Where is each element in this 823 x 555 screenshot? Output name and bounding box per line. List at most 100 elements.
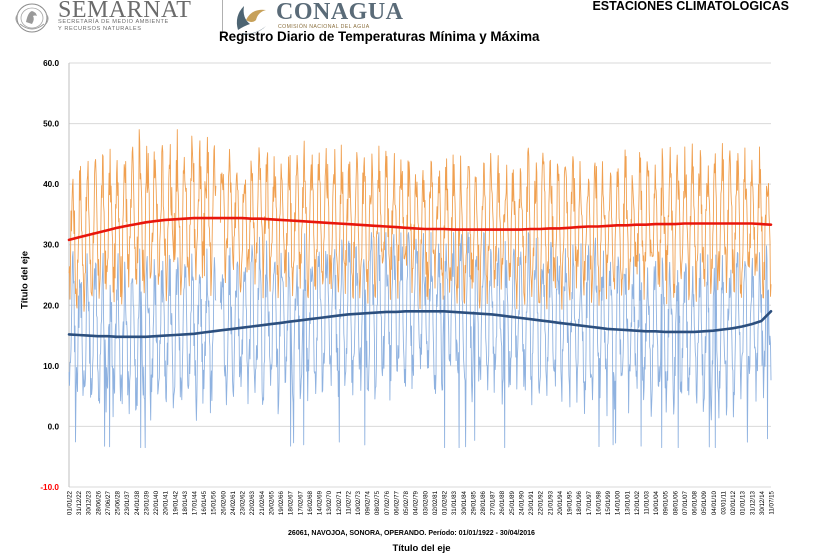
x-tick-label: 28/01/86 (480, 490, 487, 515)
x-tick-label: 27/01/87 (490, 490, 497, 515)
x-tick-label: 11/07/15 (769, 490, 776, 514)
x-tick-label: 14/02/69 (317, 490, 324, 515)
x-tick-label: 31/01/83 (451, 490, 458, 515)
trend-lines (67, 216, 773, 339)
x-axis-ticks: 01/01/22 31/12/22 30/12/23 28/06/26 27/06/27… (67, 490, 776, 515)
x-tick-label: 03/02/80 (422, 490, 429, 515)
x-tick-label: 18/02/67 (288, 490, 295, 515)
x-tick-label: 05/01/09 (701, 490, 708, 515)
y-tick-label: 20.0 (43, 301, 59, 310)
x-tick-label: 15/01/56 (211, 490, 218, 515)
x-tick-label: 30/01/84 (461, 490, 468, 515)
x-tick-label: 01/01/13 (740, 490, 747, 515)
x-tick-label: 02/02/81 (432, 490, 439, 515)
x-tick-label: 04/02/79 (413, 490, 420, 515)
x-tick-label: 29/01/85 (470, 490, 477, 515)
x-tick-label: 24/01/38 (134, 490, 141, 515)
x-tick-label: 08/02/75 (374, 490, 381, 515)
x-tick-label: 15/01/99 (605, 490, 612, 515)
y-axis-ticks: -10.0 0.0 10.0 20.0 30.0 40.0 50.0 60.0 (40, 59, 59, 492)
y-tick-label: 10.0 (43, 362, 59, 371)
x-tick-label: 11/01/03 (644, 490, 651, 514)
x-tick-label: 27/06/27 (105, 490, 112, 515)
x-tick-label: 09/01/05 (663, 490, 670, 515)
x-tick-label: 03/01/11 (720, 490, 727, 514)
x-tick-label: 06/02/77 (394, 490, 401, 515)
x-tick-label: 16/02/68 (307, 490, 314, 515)
semarnat-subtitle-line1: SECRETARÍA DE MEDIO AMBIENTE (58, 19, 169, 25)
x-tick-label: 23/01/91 (528, 490, 535, 515)
x-tick-label: 28/06/26 (95, 490, 102, 515)
x-tick-label: 22/01/40 (153, 490, 160, 515)
x-tick-label: 09/02/74 (365, 490, 372, 515)
x-tick-label: 11/02/72 (345, 490, 352, 514)
x-tick-label: 12/01/02 (634, 490, 641, 515)
x-tick-label: 08/01/06 (672, 490, 679, 515)
x-tick-label: 30/12/14 (759, 490, 766, 515)
x-tick-label: 19/01/95 (567, 490, 574, 515)
x-tick-label: 18/01/43 (182, 490, 189, 515)
x-tick-label: 24/02/61 (230, 490, 237, 515)
conagua-logo-text: CONAGUA (276, 0, 404, 25)
x-tick-label: 24/01/90 (519, 490, 526, 515)
daily-min-series (68, 232, 772, 449)
x-tick-label: 14/01/00 (615, 490, 622, 515)
y-tick-label: 0.0 (48, 422, 60, 431)
x-tick-label: 17/01/44 (192, 490, 199, 515)
mexico-seal-icon (15, 3, 49, 33)
x-tick-label: 19/02/66 (278, 490, 285, 515)
conagua-logo-icon (236, 6, 266, 35)
x-tick-label: 06/01/08 (692, 490, 699, 515)
x-tick-label: 05/02/78 (403, 490, 410, 515)
y-tick-label: 30.0 (43, 241, 59, 250)
x-tick-label: 26/01/88 (499, 490, 506, 515)
x-tick-label: 25/06/28 (115, 490, 122, 515)
semarnat-subtitle-line2: Y RECURSOS NATURALES (58, 26, 142, 32)
min-trend-line (67, 310, 773, 339)
header: SEMARNAT SECRETARÍA DE MEDIO AMBIENTE Y … (0, 0, 823, 60)
logo-divider (222, 0, 223, 34)
max-trend-line (67, 216, 773, 242)
x-tick-label: 02/01/12 (730, 490, 737, 515)
x-tick-label: 31/12/13 (749, 490, 756, 515)
x-tick-label: 22/02/63 (249, 490, 256, 515)
conagua-subtitle: COMISIÓN NACIONAL DEL AGUA (278, 24, 370, 30)
x-tick-label: 10/02/73 (355, 490, 362, 515)
chart-title: Registro Diario de Temperaturas Mínima y… (219, 29, 540, 44)
semarnat-subtitle: SECRETARÍA DE MEDIO AMBIENTE Y RECURSOS … (58, 19, 169, 33)
page-heading: ESTACIONES CLIMATOLOGICAS (592, 0, 789, 13)
x-tick-label: 01/01/22 (67, 490, 74, 515)
y-tick-label: 60.0 (43, 59, 59, 68)
x-tick-label: 04/01/10 (711, 490, 718, 515)
daily-max-series (68, 129, 772, 312)
x-tick-label: 23/01/39 (143, 490, 150, 515)
daily-min-line (68, 232, 772, 449)
y-tick-label: 40.0 (43, 180, 59, 189)
x-tick-label: 20/02/65 (268, 490, 275, 515)
x-tick-label: 23/02/62 (240, 490, 247, 515)
station-info: 26061, NAVOJOA, SONORA, OPERANDO. Períod… (288, 530, 535, 537)
y-tick-label: 50.0 (43, 120, 59, 129)
x-tick-label: 20/01/94 (557, 490, 564, 515)
x-tick-label: 19/01/42 (172, 490, 179, 515)
x-tick-label: 23/01/37 (124, 490, 131, 515)
semarnat-logo-text: SEMARNAT (58, 0, 192, 23)
x-tick-label: 30/12/23 (86, 490, 93, 515)
x-tick-label: 07/01/07 (682, 490, 689, 515)
x-tick-label: 16/01/98 (595, 490, 602, 515)
x-tick-label: 21/01/93 (547, 490, 554, 515)
y-axis-label: Título del eje (19, 250, 31, 310)
x-tick-label: 12/02/71 (336, 490, 343, 515)
x-tick-label: 13/02/70 (326, 490, 333, 515)
x-tick-label: 01/02/82 (442, 490, 449, 515)
x-tick-label: 13/01/01 (624, 490, 631, 515)
x-tick-label: 26/02/60 (220, 490, 227, 515)
x-tick-label: 21/02/64 (259, 490, 266, 515)
x-axis-label: Título del eje (392, 543, 451, 554)
x-tick-label: 17/01/97 (586, 490, 593, 515)
y-tick-label: -10.0 (40, 483, 59, 492)
x-tick-label: 31/12/22 (76, 490, 83, 515)
x-tick-label: 16/01/45 (201, 490, 208, 515)
x-tick-label: 20/01/41 (163, 490, 170, 515)
